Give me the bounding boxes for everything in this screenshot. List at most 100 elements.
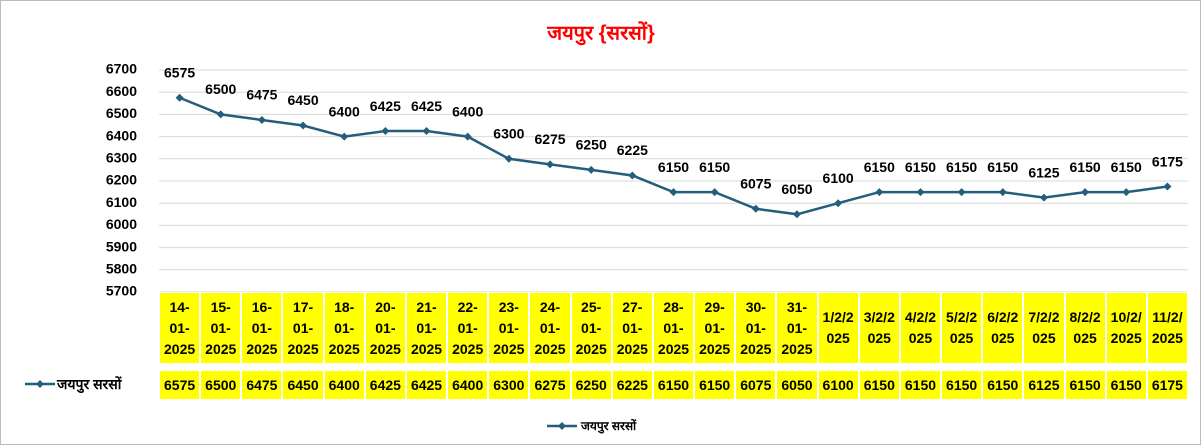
marker: [381, 127, 390, 136]
data-label: 6400: [329, 103, 360, 119]
legend-marker: [36, 380, 44, 388]
data-label: 6175: [1152, 153, 1183, 169]
x-tick-label: 14-01-2025: [159, 292, 201, 364]
marker: [1039, 193, 1048, 202]
table-value: 6050: [776, 370, 818, 400]
table-value: 6150: [858, 370, 900, 400]
x-tick-label: 17-01-2025: [282, 292, 324, 364]
data-label: 6050: [781, 181, 812, 197]
data-label: 6150: [1070, 159, 1101, 175]
table-value: 6225: [611, 370, 653, 400]
y-tick-label: 6400: [106, 127, 137, 143]
table-value: 6450: [282, 370, 324, 400]
data-label: 6400: [452, 103, 483, 119]
legend-label: जयपुर सरसों: [580, 419, 637, 434]
data-label: 6100: [823, 170, 854, 186]
data-label: 6150: [1111, 159, 1142, 175]
data-label: 6475: [246, 87, 277, 103]
x-tick-label: 28-01-2025: [652, 292, 695, 364]
table-series-name: जयपुर सरसों: [57, 376, 122, 392]
x-tick-label: 8/2/2025: [1064, 292, 1106, 364]
marker: [257, 115, 266, 124]
marker: [751, 204, 760, 213]
data-label: 6250: [576, 137, 607, 153]
table-value: 6425: [364, 370, 406, 400]
data-label: 6150: [987, 159, 1018, 175]
x-tick-label: 1/2/2025: [817, 292, 859, 364]
x-tick-label: 30-01-2025: [735, 292, 777, 364]
y-tick-label: 6500: [106, 105, 137, 121]
x-tick-label: 25-01-2025: [570, 292, 612, 364]
y-tick-label: 6700: [106, 61, 137, 77]
marker: [175, 93, 184, 102]
x-tick-label: 31-01-2025: [776, 292, 818, 364]
marker: [463, 132, 472, 141]
marker: [1122, 188, 1131, 197]
y-tick-label: 6100: [106, 194, 137, 210]
x-tick-label: 4/2/2025: [899, 292, 942, 364]
data-label: 6150: [946, 159, 977, 175]
chart-title: जयपुर {सरसों}: [546, 20, 655, 45]
data-label: 6500: [205, 81, 236, 97]
x-tick-label: 22-01-2025: [447, 292, 489, 364]
data-label: 6150: [658, 159, 689, 175]
x-tick-label: 18-01-2025: [323, 292, 365, 364]
data-label: 6225: [617, 142, 648, 158]
marker: [1163, 182, 1172, 191]
table-value: 6075: [735, 370, 777, 400]
x-tick-label: 6/2/2025: [982, 292, 1024, 364]
marker: [957, 188, 966, 197]
table-value: 6175: [1146, 370, 1188, 400]
data-label: 6425: [411, 98, 442, 114]
y-tick-label: 6200: [106, 172, 137, 188]
marker: [546, 160, 555, 169]
table-value: 6425: [405, 370, 448, 400]
data-label: 6150: [905, 159, 936, 175]
data-label: 6450: [287, 92, 318, 108]
marker: [340, 132, 349, 141]
data-label: 6575: [164, 64, 195, 80]
table-value: 6400: [447, 370, 489, 400]
data-label: 6125: [1028, 164, 1059, 180]
data-label: 6300: [493, 126, 524, 142]
table-value: 6475: [241, 370, 283, 400]
data-label: 6425: [370, 98, 401, 114]
x-tick-label: 27-01-2025: [611, 292, 653, 364]
data-label: 6150: [699, 159, 730, 175]
table-value: 6275: [529, 370, 571, 400]
marker: [504, 154, 513, 163]
y-tick-label: 5700: [106, 283, 137, 299]
table-value: 6500: [200, 370, 242, 400]
y-tick-label: 6300: [106, 150, 137, 166]
data-label: 6075: [740, 175, 771, 191]
y-tick-label: 5900: [106, 238, 137, 254]
data-label: 6150: [864, 159, 895, 175]
table-value: 6575: [159, 370, 201, 400]
marker: [669, 188, 678, 197]
marker: [587, 165, 596, 174]
table-value: 6150: [982, 370, 1024, 400]
x-tick-label: 23-01-2025: [488, 292, 530, 364]
table-value: 6150: [1105, 370, 1147, 400]
table-value: 6125: [1023, 370, 1065, 400]
table-value: 6150: [899, 370, 942, 400]
x-tick-label: 10/2/2025: [1105, 292, 1147, 364]
marker: [710, 188, 719, 197]
marker: [998, 188, 1007, 197]
table-value: 6100: [817, 370, 859, 400]
table-value: 6150: [941, 370, 983, 400]
y-tick-label: 6600: [106, 83, 137, 99]
table-value: 6250: [570, 370, 612, 400]
y-tick-label: 5800: [106, 261, 137, 277]
marker: [834, 199, 843, 208]
table-value: 6400: [323, 370, 365, 400]
table-value: 6150: [694, 370, 736, 400]
x-tick-label: 7/2/2025: [1023, 292, 1065, 364]
x-tick-label: 11/2/2025: [1146, 292, 1188, 364]
marker: [875, 188, 884, 197]
x-tick-label: 15-01-2025: [200, 292, 242, 364]
x-tick-label: 20-01-2025: [364, 292, 406, 364]
x-tick-label: 5/2/2025: [941, 292, 983, 364]
marker: [422, 127, 431, 136]
